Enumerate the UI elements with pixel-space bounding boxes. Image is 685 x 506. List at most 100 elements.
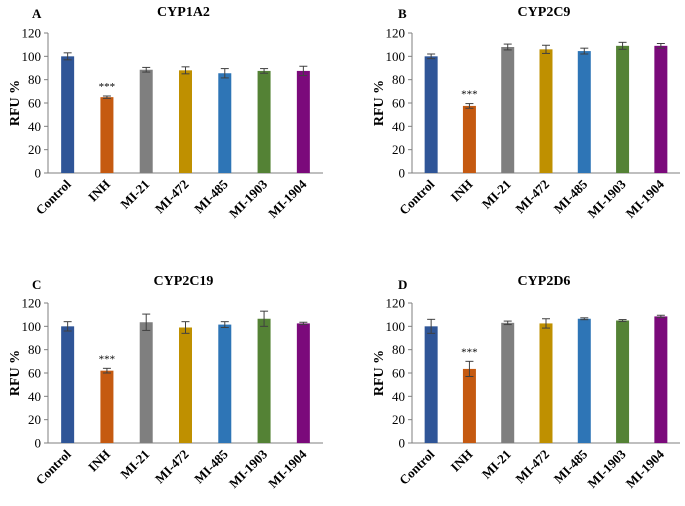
bar-inh [462, 105, 476, 173]
y-tick-label: 20 [28, 142, 41, 157]
y-tick-label: 80 [392, 72, 405, 87]
x-tick-label: MI-21 [117, 177, 152, 212]
bar-mi-21 [501, 47, 515, 173]
y-axis-label: RFU % [372, 350, 387, 396]
bar-mi-1903 [616, 45, 630, 174]
y-tick-label: 80 [28, 72, 41, 87]
bar-mi-485 [218, 324, 232, 443]
x-tick-label: MI-1903 [226, 446, 271, 491]
bar-mi-1904 [296, 323, 310, 443]
bar-mi-1903 [257, 70, 271, 173]
y-tick-label: 20 [392, 412, 405, 427]
x-tick-label: MI-1903 [584, 176, 629, 221]
bar-mi-21 [501, 322, 515, 443]
bar-mi-472 [539, 323, 553, 443]
x-tick-label: MI-1904 [265, 176, 310, 221]
x-tick-label: Control [396, 176, 437, 217]
y-tick-label: 100 [386, 49, 406, 64]
y-tick-label: 60 [28, 96, 41, 111]
bar-mi-1904 [296, 70, 310, 173]
bar-mi-485 [577, 318, 591, 443]
bar-mi-21 [139, 322, 153, 443]
y-tick-label: 60 [392, 96, 405, 111]
y-tick-label: 80 [28, 342, 41, 357]
y-axis-label: RFU % [372, 80, 387, 126]
x-tick-label: MI-472 [512, 447, 552, 487]
y-tick-label: 80 [392, 342, 405, 357]
y-tick-label: 0 [35, 166, 42, 181]
x-tick-label: MI-21 [117, 447, 152, 482]
bar-mi-485 [218, 73, 232, 173]
bar-control [61, 326, 75, 443]
y-tick-label: 40 [392, 119, 405, 134]
significance-marker: *** [461, 89, 478, 101]
y-tick-label: 100 [22, 49, 42, 64]
bar-mi-472 [179, 70, 192, 173]
y-tick-label: 100 [386, 319, 406, 334]
x-tick-label: MI-1903 [584, 446, 629, 491]
bar-mi-1904 [654, 45, 668, 174]
panel-letter: B [398, 6, 407, 21]
x-tick-label: MI-1904 [623, 176, 668, 221]
y-tick-label: 0 [35, 436, 42, 451]
x-tick-label: MI-472 [512, 177, 552, 217]
bar-mi-472 [539, 49, 553, 174]
y-axis-label: RFU % [8, 350, 23, 396]
x-tick-label: Control [33, 446, 74, 487]
y-tick-label: 60 [28, 366, 41, 381]
chart-title: CYP2C19 [154, 274, 214, 289]
x-tick-label: MI-472 [152, 447, 192, 487]
bar-mi-21 [139, 69, 153, 173]
panel-letter: C [32, 277, 41, 292]
y-tick-label: 20 [28, 412, 41, 427]
x-tick-label: Control [33, 176, 74, 217]
x-tick-label: MI-1903 [226, 176, 271, 221]
x-tick-label: MI-1904 [265, 446, 310, 491]
bar-control [424, 326, 438, 443]
y-tick-label: 120 [386, 296, 406, 311]
y-tick-label: 60 [392, 366, 405, 381]
y-axis-label: RFU % [8, 80, 23, 126]
y-tick-label: 120 [386, 26, 406, 41]
significance-marker: *** [99, 353, 116, 365]
bar-mi-1903 [616, 320, 630, 443]
bar-mi-1903 [257, 318, 271, 443]
x-tick-label: MI-21 [479, 177, 514, 212]
bar-mi-1904 [654, 316, 668, 443]
bar-control [61, 56, 75, 174]
bar-inh [100, 370, 114, 443]
y-tick-label: 0 [399, 166, 406, 181]
bar-inh [100, 97, 114, 173]
y-tick-label: 40 [28, 389, 41, 404]
y-tick-label: 40 [28, 119, 41, 134]
bar-mi-485 [577, 51, 591, 174]
y-tick-label: 100 [22, 319, 42, 334]
x-tick-label: INH [85, 447, 113, 475]
y-tick-label: 40 [392, 389, 405, 404]
significance-marker: *** [461, 346, 478, 358]
x-tick-label: INH [448, 177, 476, 205]
y-tick-label: 120 [22, 296, 42, 311]
x-tick-label: INH [448, 447, 476, 475]
significance-marker: *** [99, 81, 116, 93]
x-tick-label: MI-1904 [623, 446, 668, 491]
bar-inh [462, 368, 476, 443]
x-tick-label: MI-472 [152, 177, 192, 217]
bar-control [424, 56, 438, 174]
x-tick-label: INH [85, 177, 113, 205]
y-tick-label: 20 [392, 142, 405, 157]
bar-mi-472 [179, 327, 192, 443]
panel-letter: D [398, 277, 407, 292]
chart-title: CYP2C9 [518, 5, 571, 20]
chart-title: CYP1A2 [157, 5, 210, 20]
panel-letter: A [32, 6, 42, 21]
chart-title: CYP2D6 [518, 274, 571, 289]
x-tick-label: MI-21 [479, 447, 514, 482]
y-tick-label: 120 [22, 26, 42, 41]
y-tick-label: 0 [399, 436, 406, 451]
